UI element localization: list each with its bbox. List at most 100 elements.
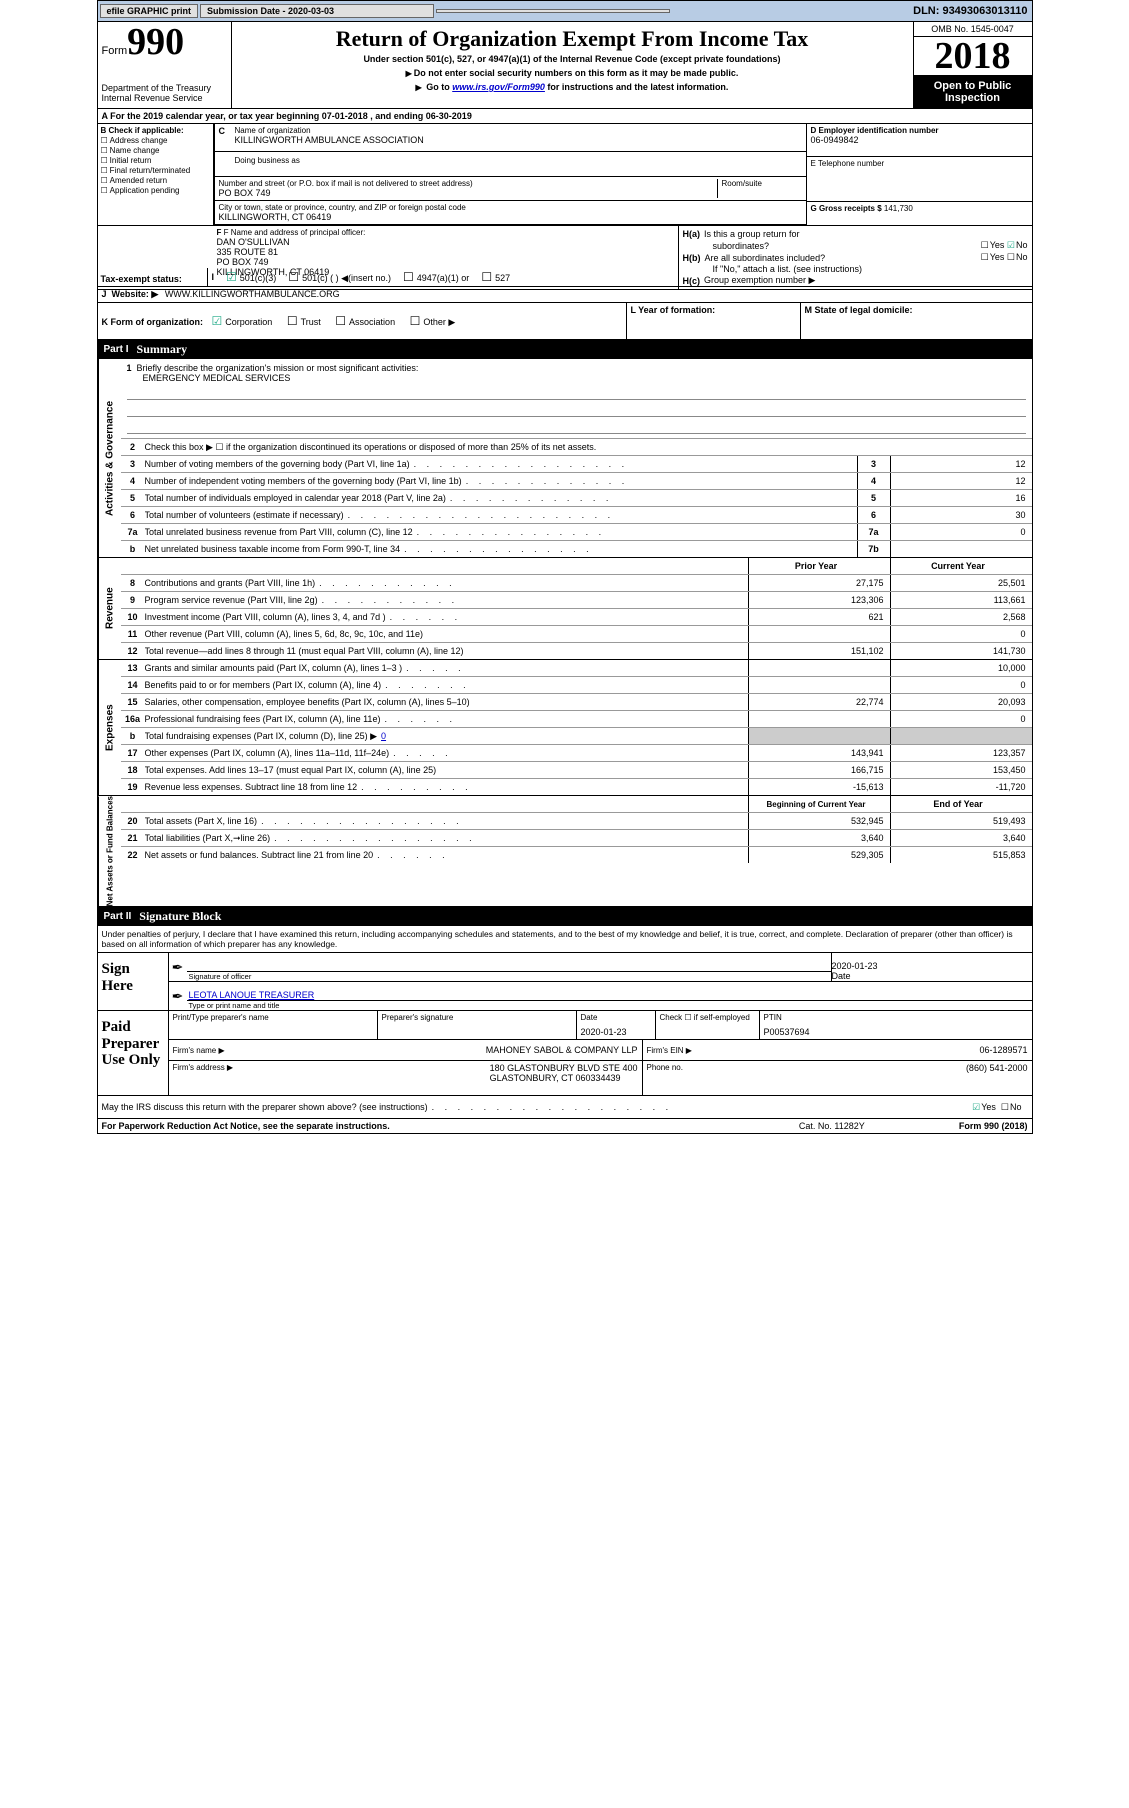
chk-trust[interactable]: Trust [287,317,321,327]
line-16a: 16a Professional fundraising fees (Part … [121,710,1032,727]
city-box: City or town, state or province, country… [214,201,806,225]
pen-icon-2: ✒ [169,982,187,1010]
line-4: 4 Number of independent voting members o… [121,472,1032,489]
hb-no[interactable]: No [1007,252,1028,262]
open-public-inspection: Open to Public Inspection [914,76,1032,108]
val-7a: 0 [891,524,1032,540]
tax-year: 2018 [935,35,1011,77]
gross-receipts-value: 141,730 [884,204,913,213]
chk-initial-return[interactable]: Initial return [101,156,210,165]
revenue-block: Revenue Prior Year Current Year 8 Contri… [98,558,1032,660]
hb-yes[interactable]: Yes [981,252,1005,262]
gross-receipts-box: G Gross receipts $ 141,730 [807,202,1032,224]
line-10: 10 Investment income (Part VIII, column … [121,608,1032,625]
line-15: 15 Salaries, other compensation, employe… [121,693,1032,710]
firm-addr-1: 180 GLASTONBURY BLVD STE 400 [490,1063,638,1073]
penalties-text: Under penalties of perjury, I declare th… [98,926,1032,953]
sig-date-value: 2020-01-23 [832,961,1032,971]
irs-label: Internal Revenue Service [102,93,227,103]
chk-name-change[interactable]: Name change [101,146,210,155]
dln-label: DLN: 93493063013110 [913,5,1027,17]
rev-header: Prior Year Current Year [121,558,1032,574]
form-container: efile GRAPHIC print Submission Date - 20… [97,0,1033,1134]
line-7a: 7a Total unrelated business revenue from… [121,523,1032,540]
ha-yes[interactable]: Yes [981,240,1005,250]
officer-name: DAN O'SULLIVAN [217,237,674,247]
line-20: 20 Total assets (Part X, line 16). . . .… [121,812,1032,829]
subtitle-2: Do not enter social security numbers on … [238,68,907,78]
form990-link[interactable]: www.irs.gov/Form990 [452,82,545,92]
subtitle-1: Under section 501(c), 527, or 4947(a)(1)… [238,54,907,64]
governance-tab: Activities & Governance [98,359,121,557]
efile-button[interactable]: efile GRAPHIC print [100,4,199,18]
revenue-tab: Revenue [98,558,121,659]
chk-501c3[interactable]: 501(c)(3) [226,270,276,284]
discuss-yes[interactable]: Yes [972,1102,996,1112]
city-state-zip: KILLINGWORTH, CT 06419 [219,212,802,222]
chk-address-change[interactable]: Address change [101,136,210,145]
chk-corporation[interactable]: Corporation [212,317,273,327]
paid-preparer-row: Paid Preparer Use Only Print/Type prepar… [98,1011,1032,1096]
phone-box: E Telephone number [807,157,1032,202]
line-18: 18 Total expenses. Add lines 13–17 (must… [121,761,1032,778]
col-cdef: Name of organization KILLINGWORTH AMBULA… [214,124,806,225]
header-right: OMB No. 1545-0047 2018 Open to Public In… [913,22,1032,108]
topbar: efile GRAPHIC print Submission Date - 20… [98,1,1032,22]
part-i-header: Part I Summary [98,340,1032,359]
netassets-tab: Net Assets or Fund Balances [98,796,121,906]
street-address: PO BOX 749 [219,188,717,198]
firm-addr-2: GLASTONBURY, CT 060334439 [490,1073,621,1083]
header-left: Form990 Department of the Treasury Inter… [98,22,232,108]
chk-application-pending[interactable]: Application pending [101,186,210,195]
line-16b: b Total fundraising expenses (Part IX, c… [121,727,1032,744]
row-a-tax-year: A For the 2019 calendar year, or tax yea… [98,109,1032,124]
form-word: Form [102,45,128,57]
submission-date: Submission Date - 2020-03-03 [200,4,434,18]
l-year-formation: L Year of formation: [626,303,800,339]
val-7b [891,541,1032,557]
line-19: 19 Revenue less expenses. Subtract line … [121,778,1032,795]
ein-value: 06-0949842 [811,135,1028,145]
firm-phone-value: (860) 541-2000 [966,1063,1028,1093]
line-14: 14 Benefits paid to or for members (Part… [121,676,1032,693]
governance-block: Activities & Governance 1 Briefly descri… [98,359,1032,558]
part-ii-header: Part II Signature Block [98,907,1032,926]
k-form-org: K Form of organization: Corporation Trus… [98,312,626,330]
officer-name-title: LEOTA LANOUE TREASURER [187,990,1032,1000]
subtitle-3: Go to www.irs.gov/Form990 for instructio… [238,82,907,92]
line-12: 12 Total revenue—add lines 8 through 11 … [121,642,1032,659]
ha-no[interactable]: No [1007,240,1028,250]
form-header: Form990 Department of the Treasury Inter… [98,22,1032,109]
col-gh: D Employer identification number 06-0949… [806,124,1032,225]
org-name-box: Name of organization KILLINGWORTH AMBULA… [214,124,806,177]
line-7b: b Net unrelated business taxable income … [121,540,1032,557]
row-j-website: J Website: ▶ WWW.KILLINGWORTHAMBULANCE.O… [98,287,1032,303]
val-3: 12 [891,456,1032,472]
chk-amended-return[interactable]: Amended return [101,176,210,185]
blank-button [436,9,670,13]
val-4: 12 [891,473,1032,489]
form-number: 990 [127,21,184,63]
col-b-checkboxes: B Check if applicable: Address change Na… [98,124,214,225]
chk-527[interactable]: 527 [481,270,510,284]
i-label-spacer: Tax-exempt status: [98,226,213,289]
chk-4947[interactable]: 4947(a)(1) or [403,270,469,284]
footer: For Paperwork Reduction Act Notice, see … [98,1119,1032,1133]
line-21: 21 Total liabilities (Part X,➞line 26). … [121,829,1032,846]
discuss-row: May the IRS discuss this return with the… [98,1096,1032,1119]
ptin-value: P00537694 [764,1027,1028,1037]
prep-date: 2020-01-23 [581,1027,651,1037]
row-klm: K Form of organization: Corporation Trus… [98,303,1032,340]
chk-501c[interactable]: 501(c) ( ) ◀(insert no.) [288,270,391,284]
line-5: 5 Total number of individuals employed i… [121,489,1032,506]
firm-ein-value: 06-1289571 [979,1045,1027,1055]
chk-final-return[interactable]: Final return/terminated [101,166,210,175]
line-11: 11 Other revenue (Part VIII, column (A),… [121,625,1032,642]
val-6: 30 [891,507,1032,523]
pen-icon: ✒ [169,953,187,981]
chk-other[interactable]: Other ▶ [410,317,456,327]
mission-box: 1 Briefly describe the organization's mi… [121,359,1032,438]
line-6: 6 Total number of volunteers (estimate i… [121,506,1032,523]
chk-association[interactable]: Association [335,317,395,327]
discuss-no[interactable]: No [1001,1102,1022,1112]
